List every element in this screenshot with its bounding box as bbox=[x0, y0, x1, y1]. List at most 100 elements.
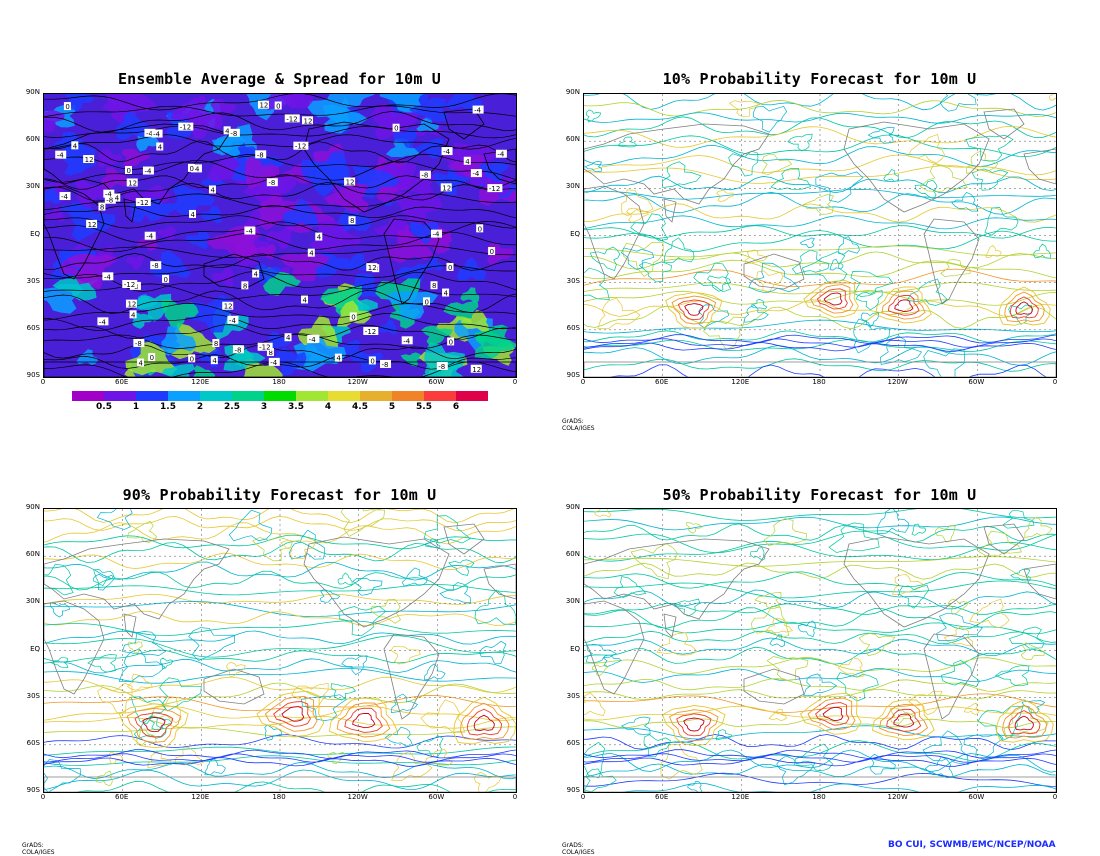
contour-label-box bbox=[472, 105, 484, 114]
probability-contour bbox=[584, 657, 1056, 675]
latitude-label: 60N bbox=[565, 550, 580, 559]
latitude-label: 30S bbox=[26, 691, 40, 700]
coastline bbox=[123, 613, 137, 638]
probability-contour bbox=[44, 668, 516, 684]
probability-contour bbox=[923, 348, 966, 377]
longitude-label: 180 bbox=[812, 793, 826, 801]
color-bar-label: 4.5 bbox=[352, 402, 368, 412]
jet-contour bbox=[684, 303, 704, 316]
probability-contour bbox=[613, 576, 647, 598]
probability-contour bbox=[584, 580, 1056, 599]
contour-label: -12 bbox=[489, 185, 500, 193]
probability-contour bbox=[855, 290, 883, 311]
probability-contour bbox=[337, 572, 353, 586]
map-svg bbox=[584, 509, 1056, 792]
spread-shade bbox=[211, 267, 235, 288]
probability-contour bbox=[1002, 510, 1035, 529]
contour-label: 4 bbox=[309, 250, 314, 258]
coastline bbox=[743, 668, 805, 705]
longitude-label: 60E bbox=[114, 378, 129, 386]
probability-contour bbox=[743, 304, 769, 323]
probability-contour bbox=[656, 632, 698, 656]
probability-contour bbox=[147, 751, 172, 769]
jet-contour bbox=[1004, 291, 1045, 323]
probability-contour bbox=[674, 598, 701, 617]
probability-contour bbox=[44, 515, 516, 532]
probability-contour bbox=[44, 746, 516, 756]
coastline bbox=[303, 536, 450, 628]
jet-contour bbox=[879, 704, 929, 737]
probability-contour bbox=[44, 563, 74, 596]
probability-contour bbox=[584, 562, 1056, 580]
coastline bbox=[584, 185, 645, 280]
contour-label: 0 bbox=[425, 298, 429, 306]
longitude-label: 60W bbox=[968, 793, 985, 801]
probability-contour bbox=[621, 716, 651, 735]
probability-contour bbox=[44, 759, 82, 792]
probability-contour bbox=[919, 164, 968, 193]
jet-contour bbox=[273, 701, 311, 727]
jet-contour bbox=[822, 706, 844, 722]
coastline bbox=[1023, 563, 1056, 600]
color-bar-label: 0.5 bbox=[96, 402, 112, 412]
contour-label: -4 bbox=[472, 170, 480, 178]
probability-contour bbox=[584, 602, 1056, 616]
latitude-label: EQ bbox=[30, 644, 40, 653]
longitude-label: 0 bbox=[1052, 378, 1058, 386]
grads-credit: GrADS: COLA/IGES bbox=[562, 418, 595, 432]
probability-contour bbox=[660, 743, 703, 780]
contour-label: 0 bbox=[448, 264, 452, 272]
probability-contour bbox=[87, 654, 117, 673]
contour-label-box bbox=[244, 226, 256, 235]
contour-label-box bbox=[241, 281, 249, 290]
longitude-label: 180 bbox=[812, 378, 826, 386]
spread-shade bbox=[385, 138, 420, 158]
jet-contour bbox=[815, 702, 850, 726]
jet-contour bbox=[460, 702, 510, 740]
contour-label: -8 bbox=[135, 340, 142, 348]
spread-shade bbox=[74, 179, 110, 208]
jet-contour bbox=[871, 699, 935, 741]
map-area bbox=[583, 508, 1057, 793]
spread-shade bbox=[210, 98, 237, 119]
contour-label: 0 bbox=[490, 248, 494, 256]
mean-contour bbox=[44, 134, 516, 150]
probability-contour bbox=[127, 641, 143, 654]
coastline bbox=[584, 361, 1056, 377]
contour-label: -12 bbox=[259, 344, 270, 352]
probability-contour bbox=[584, 571, 1056, 589]
probability-contour bbox=[630, 543, 678, 580]
probability-contour bbox=[828, 522, 880, 553]
probability-contour bbox=[799, 237, 815, 249]
coastline bbox=[44, 185, 105, 280]
probability-contour bbox=[584, 693, 1056, 713]
coastline bbox=[743, 253, 805, 290]
contour-label: 12 bbox=[472, 366, 481, 374]
probability-contour bbox=[963, 733, 1004, 760]
spread-shade bbox=[457, 257, 486, 281]
contour-label-box bbox=[125, 166, 133, 175]
probability-contour bbox=[416, 735, 444, 758]
jet-contour bbox=[669, 709, 719, 742]
contour-label-box bbox=[113, 193, 121, 202]
color-bar-label: 4 bbox=[324, 402, 332, 412]
latitude-label: 30S bbox=[26, 276, 40, 285]
contour-label: -4 bbox=[270, 359, 278, 367]
probability-contour bbox=[584, 637, 1056, 657]
contour-label: -4 bbox=[146, 233, 154, 241]
probability-contour bbox=[584, 305, 1056, 330]
probability-contour bbox=[617, 136, 638, 148]
contour-label-box bbox=[144, 128, 156, 137]
spread-shade bbox=[144, 198, 177, 222]
spread-shade bbox=[341, 94, 375, 108]
latitude-label: 30N bbox=[565, 597, 580, 606]
probability-contour bbox=[584, 225, 1056, 239]
probability-contour bbox=[584, 705, 1056, 721]
probability-contour bbox=[44, 593, 516, 605]
latitude-label: 30S bbox=[566, 276, 580, 285]
contour-label: -4 bbox=[61, 193, 69, 201]
probability-contour bbox=[584, 345, 1056, 366]
probability-contour bbox=[922, 730, 969, 766]
easterly-contour bbox=[584, 749, 1056, 759]
jet-contour bbox=[256, 690, 325, 737]
